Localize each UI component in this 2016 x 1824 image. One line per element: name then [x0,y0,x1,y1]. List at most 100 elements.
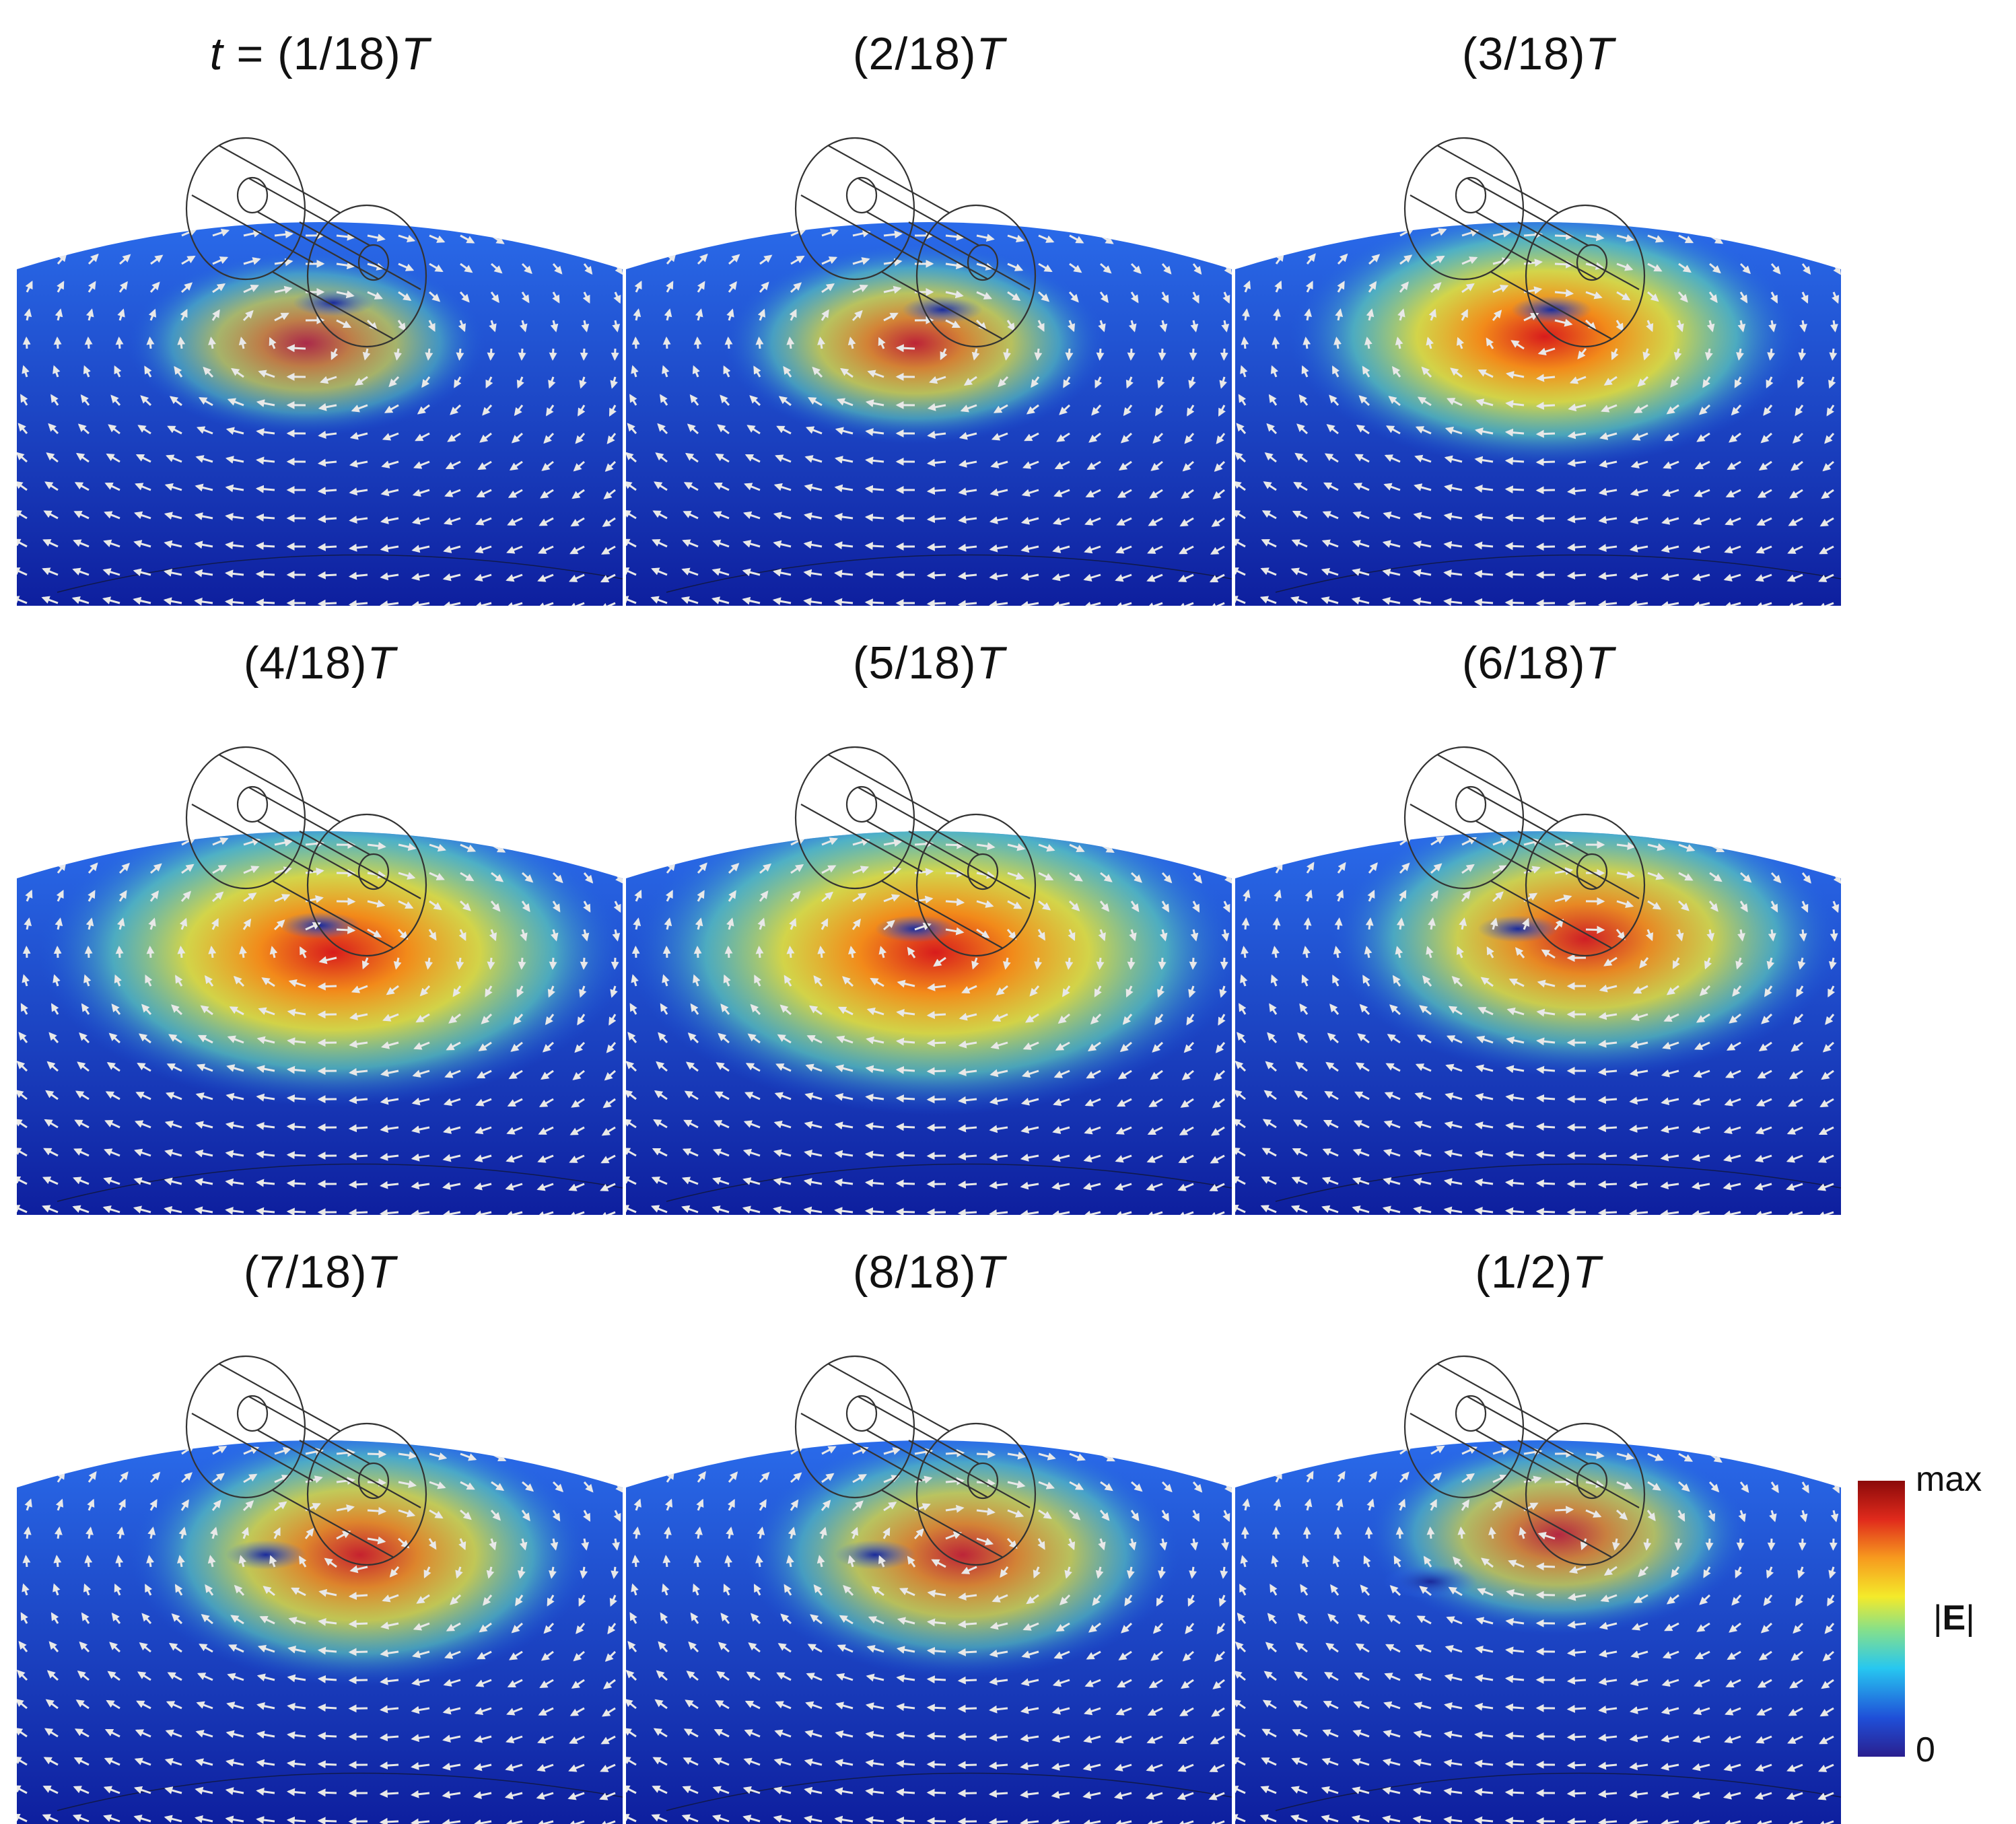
field-arrow [1599,1184,1617,1185]
field-arrow [1537,1098,1555,1099]
field-arrow [1537,1126,1555,1127]
field-arrow [522,1454,534,1461]
field-arrow [350,1708,368,1709]
panel-time-label: (5/18)T [626,623,1232,703]
field-arrow [58,1444,66,1454]
field-arrow [319,603,337,604]
field-arrow [1224,236,1232,245]
field-arrow [1506,574,1524,575]
field-arrow [729,1445,739,1454]
field-arrow [211,947,213,958]
field-arrow [1037,349,1039,359]
field-arrow [26,947,27,958]
field-arrow [120,228,132,236]
field-arrow [1276,1444,1284,1454]
time-fraction: (3/18) [1462,28,1586,79]
field-arrow [729,837,740,845]
field-arrow [350,1184,368,1185]
field-arrow [1506,1735,1524,1737]
field-arrow [553,1454,565,1462]
field-arrow [1245,1472,1250,1482]
field-snapshot-image [626,703,1232,1215]
field-arrow [990,1821,1008,1823]
field-arrow [866,1211,884,1212]
snapshot-panel: (6/18)T [1235,623,1841,1215]
field-arrow [728,338,729,349]
field-snapshot-image [17,94,623,606]
field-null [293,289,374,316]
field-arrow [57,338,58,349]
field-null [225,1540,306,1570]
field-snapshot-image [626,94,1232,606]
field-arrow [1369,919,1370,929]
field-hotspot [1366,1434,1750,1636]
field-arrow [1506,1764,1524,1765]
field-arrow [1245,863,1251,873]
field-arrow [866,489,884,490]
panel-time-label: (6/18)T [1235,623,1841,703]
field-arrow [1568,1793,1586,1794]
field-arrow [57,947,58,958]
colorbar-gradient [1858,1481,1905,1757]
field-arrow [635,338,636,349]
time-fraction: (1/2) [1475,1247,1572,1298]
field-arrow [635,1556,637,1567]
field-arrow [959,1680,977,1681]
field-arrow [1506,489,1524,490]
field-arrow [350,1595,368,1597]
field-arrow [897,1183,915,1184]
field-arrow [897,1155,915,1156]
field-arrow [350,1212,368,1213]
field-arrow [928,1792,946,1793]
field-arrow [120,837,131,845]
field-arrow [1276,835,1284,845]
field-arrow [1599,1212,1617,1213]
field-arrow [1803,845,1813,853]
field-arrow [928,1099,946,1100]
field-arrow [1741,845,1753,852]
field-arrow [928,1071,946,1072]
field-arrow [928,1764,946,1765]
field-arrow [1132,236,1142,244]
field-arrow [1245,1444,1252,1454]
field-arrow [959,1793,977,1794]
time-fraction: (6/18) [1462,637,1586,689]
field-arrow [1506,1792,1524,1793]
field-snapshot-image [17,703,623,1215]
field-arrow [460,349,461,359]
field-arrow [1307,919,1308,929]
field-arrow [1537,1183,1555,1184]
panel-time-label: (2/18)T [626,13,1232,94]
field-arrow [319,1736,337,1737]
field-arrow [667,227,677,236]
field-arrow [350,1680,368,1681]
time-fraction: (4/18) [244,637,368,689]
field-null [902,296,983,323]
field-arrow [1740,1539,1741,1549]
field-arrow [790,947,792,958]
field-arrow [553,236,563,244]
snapshot-panel: t = (1/18)T [17,13,623,606]
field-arrow [319,1792,337,1793]
field-hotspot [724,243,1107,444]
field-arrow [1369,228,1381,236]
field-arrow [1369,836,1379,845]
field-arrow [897,1820,915,1821]
field-arrow [1193,845,1203,853]
field-arrow [697,947,698,958]
field-arrow [759,338,760,349]
field-arrow [1369,1445,1379,1454]
field-arrow [120,1445,130,1454]
field-arrow [866,517,884,518]
field-arrow [88,338,89,349]
field-arrow [697,1556,698,1567]
field-arrow [257,602,275,603]
field-arrow [181,947,182,958]
field-arrow [990,1793,1008,1794]
field-arrow [57,1556,58,1567]
field-arrow [350,1623,368,1624]
time-prefix: t = [210,28,277,79]
field-arrow [381,1737,398,1738]
field-arrow [1193,236,1203,244]
field-arrow [697,338,698,349]
